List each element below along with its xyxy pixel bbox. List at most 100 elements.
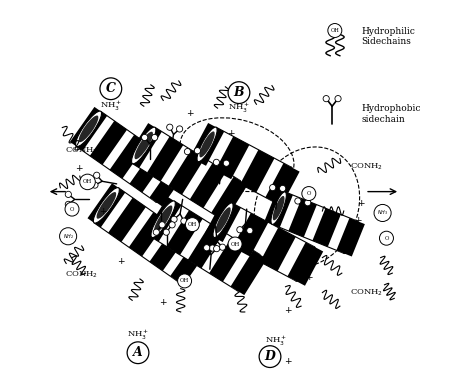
Circle shape xyxy=(93,172,100,178)
Circle shape xyxy=(184,149,191,155)
Polygon shape xyxy=(211,177,247,221)
Circle shape xyxy=(100,78,122,100)
Circle shape xyxy=(214,246,220,252)
Polygon shape xyxy=(90,121,127,165)
Circle shape xyxy=(280,185,286,192)
Text: CONH$_2$: CONH$_2$ xyxy=(65,145,99,156)
Polygon shape xyxy=(198,127,292,202)
Polygon shape xyxy=(70,107,107,151)
Text: Hydrophilic
Sidechains: Hydrophilic Sidechains xyxy=(361,27,415,46)
Ellipse shape xyxy=(132,127,156,164)
Polygon shape xyxy=(312,208,341,247)
Polygon shape xyxy=(337,218,365,256)
Polygon shape xyxy=(129,149,167,192)
Polygon shape xyxy=(170,241,201,281)
Polygon shape xyxy=(145,197,182,242)
Ellipse shape xyxy=(217,181,242,217)
Ellipse shape xyxy=(135,132,153,159)
Polygon shape xyxy=(166,210,203,255)
Circle shape xyxy=(176,126,182,132)
Circle shape xyxy=(323,95,329,102)
Ellipse shape xyxy=(273,196,284,221)
Text: O: O xyxy=(307,191,311,196)
Circle shape xyxy=(80,174,95,190)
Polygon shape xyxy=(94,188,201,281)
Text: CONH$_2$: CONH$_2$ xyxy=(65,270,99,280)
Circle shape xyxy=(169,222,175,228)
Text: A: A xyxy=(133,346,143,359)
Circle shape xyxy=(178,274,191,288)
Polygon shape xyxy=(290,243,314,281)
Ellipse shape xyxy=(273,167,292,202)
Circle shape xyxy=(92,182,98,188)
Polygon shape xyxy=(126,123,162,168)
Circle shape xyxy=(159,222,165,228)
Circle shape xyxy=(213,159,219,165)
Circle shape xyxy=(65,191,72,197)
Text: $NH_3$: $NH_3$ xyxy=(377,208,388,217)
Circle shape xyxy=(295,198,301,204)
Circle shape xyxy=(163,229,169,235)
Polygon shape xyxy=(265,163,300,206)
Polygon shape xyxy=(272,192,357,253)
Circle shape xyxy=(380,231,393,245)
Circle shape xyxy=(305,200,311,206)
Ellipse shape xyxy=(154,205,173,233)
Circle shape xyxy=(228,237,242,251)
Text: O: O xyxy=(384,236,389,241)
Text: +: + xyxy=(75,164,82,173)
Text: +: + xyxy=(305,273,312,282)
Polygon shape xyxy=(264,189,293,228)
Text: NH$_3^+$: NH$_3^+$ xyxy=(100,99,122,113)
Circle shape xyxy=(328,23,342,38)
Circle shape xyxy=(335,95,341,102)
Text: D: D xyxy=(264,350,275,363)
Circle shape xyxy=(204,245,210,251)
Circle shape xyxy=(259,346,281,368)
Circle shape xyxy=(270,185,276,191)
Text: CONH$_2$: CONH$_2$ xyxy=(350,161,383,172)
Polygon shape xyxy=(149,163,180,202)
Polygon shape xyxy=(129,212,166,256)
Polygon shape xyxy=(108,198,146,242)
Polygon shape xyxy=(287,242,323,286)
Polygon shape xyxy=(288,199,317,237)
Text: OH: OH xyxy=(83,179,92,185)
Ellipse shape xyxy=(237,255,261,291)
Polygon shape xyxy=(147,136,183,181)
Text: NH$_3^+$: NH$_3^+$ xyxy=(264,334,287,348)
Polygon shape xyxy=(230,250,267,295)
Polygon shape xyxy=(152,201,260,291)
Polygon shape xyxy=(338,219,357,253)
Circle shape xyxy=(153,229,159,235)
Ellipse shape xyxy=(93,188,119,223)
Ellipse shape xyxy=(197,127,217,162)
Polygon shape xyxy=(267,164,292,202)
Circle shape xyxy=(171,216,177,222)
Ellipse shape xyxy=(343,221,358,253)
Polygon shape xyxy=(190,163,226,208)
Circle shape xyxy=(142,135,148,141)
Text: +: + xyxy=(186,109,193,118)
Ellipse shape xyxy=(75,111,101,147)
Polygon shape xyxy=(149,163,187,206)
Ellipse shape xyxy=(79,115,99,142)
Ellipse shape xyxy=(176,246,202,281)
Circle shape xyxy=(152,135,158,141)
Polygon shape xyxy=(132,127,241,217)
Circle shape xyxy=(65,202,79,216)
Text: +: + xyxy=(284,305,291,314)
Ellipse shape xyxy=(200,131,215,157)
Circle shape xyxy=(237,227,243,233)
Polygon shape xyxy=(205,198,241,242)
Text: +: + xyxy=(228,129,235,138)
Circle shape xyxy=(65,201,72,208)
Text: NH$_3^+$: NH$_3^+$ xyxy=(127,328,149,343)
Polygon shape xyxy=(214,203,314,281)
Ellipse shape xyxy=(97,192,116,219)
Text: OH: OH xyxy=(180,278,189,283)
Text: O: O xyxy=(70,206,74,212)
Polygon shape xyxy=(240,150,274,192)
Text: NH$_3^+$: NH$_3^+$ xyxy=(228,101,250,115)
Polygon shape xyxy=(211,177,241,217)
